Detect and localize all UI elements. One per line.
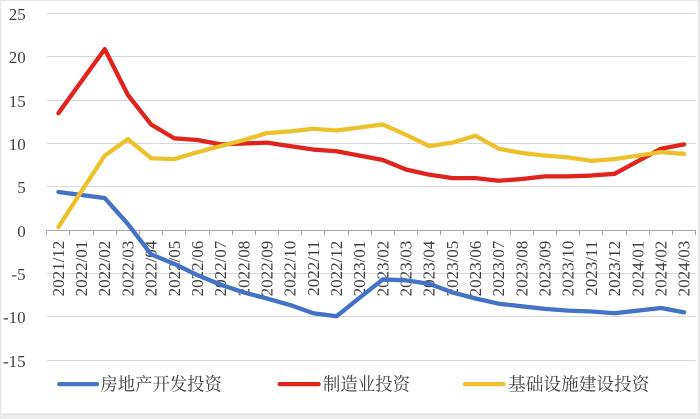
svg-text:2024/03: 2024/03: [675, 241, 694, 297]
svg-text:0: 0: [17, 222, 26, 241]
svg-text:2022/08: 2022/08: [234, 241, 253, 297]
svg-text:20: 20: [9, 48, 26, 67]
svg-text:10: 10: [9, 135, 26, 154]
svg-text:2022/06: 2022/06: [188, 241, 207, 297]
svg-text:15: 15: [9, 92, 26, 111]
svg-text:2022/11: 2022/11: [304, 241, 323, 296]
svg-text:2023/09: 2023/09: [536, 241, 555, 297]
svg-text:2023/08: 2023/08: [512, 241, 531, 297]
svg-text:2022/01: 2022/01: [72, 241, 91, 297]
svg-text:2023/03: 2023/03: [397, 241, 416, 297]
svg-text:2023/02: 2023/02: [373, 241, 392, 297]
svg-text:5: 5: [17, 178, 26, 197]
svg-text:2023/07: 2023/07: [489, 240, 508, 296]
svg-text:2023/11: 2023/11: [582, 241, 601, 296]
svg-text:2022/02: 2022/02: [95, 241, 114, 297]
svg-text:2022/03: 2022/03: [118, 241, 137, 297]
svg-text:2022/12: 2022/12: [327, 241, 346, 297]
svg-text:-10: -10: [3, 308, 26, 327]
svg-text:2022/10: 2022/10: [281, 241, 300, 297]
svg-text:2023/06: 2023/06: [466, 241, 485, 297]
svg-text:2023/10: 2023/10: [559, 241, 578, 297]
svg-text:25: 25: [9, 5, 26, 24]
svg-text:2023/05: 2023/05: [443, 241, 462, 297]
svg-text:2023/12: 2023/12: [605, 241, 624, 297]
svg-text:2021/12: 2021/12: [49, 241, 68, 297]
svg-text:2023/01: 2023/01: [350, 241, 369, 297]
svg-text:2024/02: 2024/02: [651, 241, 670, 297]
svg-text:2022/05: 2022/05: [165, 241, 184, 297]
svg-text:2022/09: 2022/09: [257, 241, 276, 297]
svg-text:-15: -15: [3, 352, 26, 371]
svg-text:2024/01: 2024/01: [628, 241, 647, 297]
svg-text:-5: -5: [12, 265, 26, 284]
